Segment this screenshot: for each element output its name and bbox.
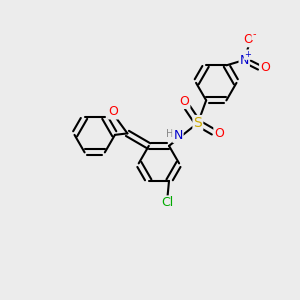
Text: O: O (244, 33, 254, 46)
Text: O: O (260, 61, 270, 74)
Text: O: O (108, 106, 118, 118)
Text: +: + (244, 50, 251, 59)
Text: Cl: Cl (161, 196, 174, 209)
Text: O: O (214, 127, 224, 140)
Text: O: O (179, 95, 189, 108)
Text: -: - (252, 29, 256, 39)
Text: S: S (194, 116, 202, 130)
Text: N: N (239, 53, 249, 67)
Text: H: H (166, 129, 174, 139)
Text: N: N (173, 129, 183, 142)
